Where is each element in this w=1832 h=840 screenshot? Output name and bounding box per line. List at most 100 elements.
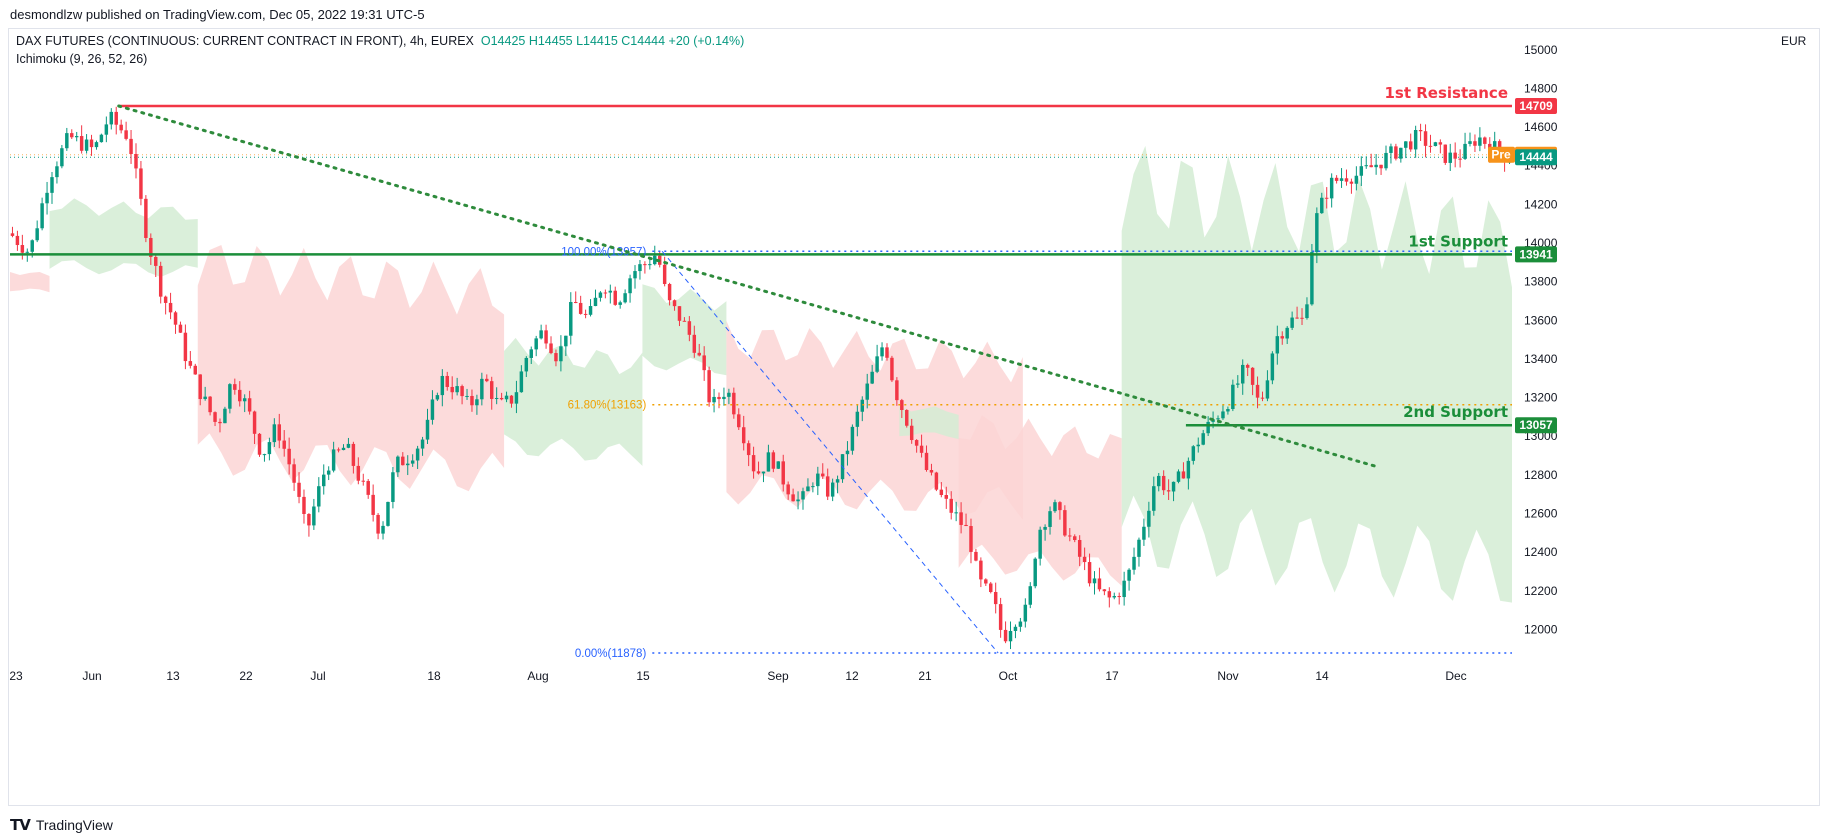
candle-body bbox=[391, 472, 395, 502]
symbol-title: DAX FUTURES (CONTINUOUS: CURRENT CONTRAC… bbox=[16, 34, 474, 48]
x-tick-label: Jun bbox=[82, 669, 101, 683]
price-tag-resistance bbox=[1515, 98, 1557, 114]
candle-body bbox=[1226, 409, 1230, 412]
x-tick-label: 17 bbox=[1105, 669, 1119, 683]
candle-body bbox=[786, 484, 790, 495]
candle-body bbox=[707, 370, 711, 403]
candle-body bbox=[1048, 511, 1052, 527]
candle-body bbox=[1171, 481, 1176, 492]
candle-body bbox=[450, 386, 454, 393]
candle-body bbox=[272, 424, 277, 443]
candle-body bbox=[485, 378, 489, 382]
candle-body bbox=[198, 374, 202, 400]
candle-body bbox=[598, 292, 603, 298]
candle-body bbox=[425, 419, 430, 440]
candle-body bbox=[262, 454, 267, 456]
candle-body bbox=[94, 142, 99, 148]
candle-body bbox=[1186, 460, 1191, 479]
candle-body bbox=[1033, 558, 1037, 587]
y-tick-label: 14200 bbox=[1524, 197, 1558, 211]
candle-body bbox=[1448, 152, 1452, 163]
cloud-band-bear bbox=[10, 271, 50, 293]
candle-body bbox=[697, 352, 701, 356]
candle-body bbox=[129, 138, 133, 154]
x-tick-label: 15 bbox=[636, 669, 650, 683]
candle-body bbox=[440, 375, 445, 396]
candle-body bbox=[55, 166, 59, 178]
footer[interactable]: 𝗧𝗩 TradingView bbox=[10, 816, 113, 834]
candle-body bbox=[885, 347, 889, 358]
x-tick-label: Jul bbox=[310, 669, 325, 683]
candle-body bbox=[139, 168, 143, 199]
candle-body bbox=[751, 455, 756, 472]
y-tick-label: 12000 bbox=[1524, 622, 1558, 636]
cloud-band-bull bbox=[642, 284, 727, 376]
x-tick-label: 13 bbox=[166, 669, 180, 683]
candle-body bbox=[593, 297, 598, 307]
candle-body bbox=[168, 302, 173, 313]
drawings[interactable]: 1st Resistance 1st Support 2nd Support 100.… bbox=[10, 84, 1512, 660]
candle-body bbox=[257, 433, 262, 455]
x-tick-label: 21 bbox=[918, 669, 932, 683]
candle-body bbox=[682, 320, 687, 322]
candle-body bbox=[20, 245, 25, 253]
candle-body bbox=[475, 399, 479, 406]
candle-body bbox=[1221, 411, 1225, 419]
candle-body bbox=[806, 486, 810, 492]
candle-body bbox=[1369, 165, 1373, 168]
candle-body bbox=[618, 302, 622, 305]
x-tick-label: Nov bbox=[1217, 669, 1238, 683]
candle-body bbox=[302, 496, 306, 514]
candle-body bbox=[895, 380, 899, 401]
candle-body bbox=[1310, 252, 1314, 305]
cloud-band-bull bbox=[1121, 145, 1512, 603]
candle-body bbox=[1166, 490, 1171, 492]
candle-body bbox=[1315, 213, 1319, 253]
candle-body bbox=[336, 449, 341, 451]
candle-body bbox=[455, 386, 459, 393]
candle-body bbox=[638, 264, 642, 272]
candle-body bbox=[504, 395, 509, 400]
candle-body bbox=[643, 264, 647, 266]
candle-body bbox=[1038, 529, 1042, 559]
fib-anchor-line bbox=[661, 250, 999, 654]
candle-body bbox=[692, 334, 697, 353]
candle-body bbox=[499, 397, 504, 400]
candle-body bbox=[430, 399, 435, 420]
candle-body bbox=[979, 560, 983, 580]
price-tag-label: 13941 bbox=[1519, 247, 1553, 261]
candle-body bbox=[850, 426, 855, 451]
candle-body bbox=[529, 349, 533, 358]
candle-body bbox=[1404, 141, 1408, 148]
candle-body bbox=[544, 330, 548, 344]
candle-body bbox=[1260, 397, 1265, 399]
indicator-legend[interactable]: Ichimoku (9, 26, 52, 26) bbox=[16, 52, 148, 66]
candle-body bbox=[267, 442, 272, 455]
candle-body bbox=[905, 410, 909, 426]
candle-body bbox=[376, 514, 380, 534]
candle-body bbox=[1394, 146, 1398, 159]
x-tick-label: 18 bbox=[427, 669, 441, 683]
candle-body bbox=[1216, 418, 1220, 420]
candle-body bbox=[134, 153, 138, 169]
candle-body bbox=[1418, 130, 1423, 132]
cloud-band-bull bbox=[49, 198, 198, 277]
candle-body bbox=[119, 124, 123, 131]
candle-body bbox=[465, 395, 469, 397]
candle-body bbox=[45, 192, 49, 204]
candle-body bbox=[435, 395, 440, 400]
candle-body bbox=[519, 371, 524, 393]
candle-body bbox=[99, 134, 104, 143]
x-tick-label: Dec bbox=[1445, 669, 1466, 683]
candle-body bbox=[307, 513, 311, 526]
candle-body bbox=[104, 124, 109, 135]
descending-trendline bbox=[117, 104, 1381, 469]
candle-body bbox=[1112, 596, 1116, 598]
y-tick-label: 12400 bbox=[1524, 545, 1558, 559]
candle-body bbox=[1423, 131, 1428, 146]
symbol-legend[interactable]: DAX FUTURES (CONTINUOUS: CURRENT CONTRAC… bbox=[16, 34, 744, 48]
candle-body bbox=[1458, 158, 1462, 160]
price-tag-label: 14709 bbox=[1519, 99, 1553, 113]
candle-body bbox=[1122, 580, 1126, 598]
